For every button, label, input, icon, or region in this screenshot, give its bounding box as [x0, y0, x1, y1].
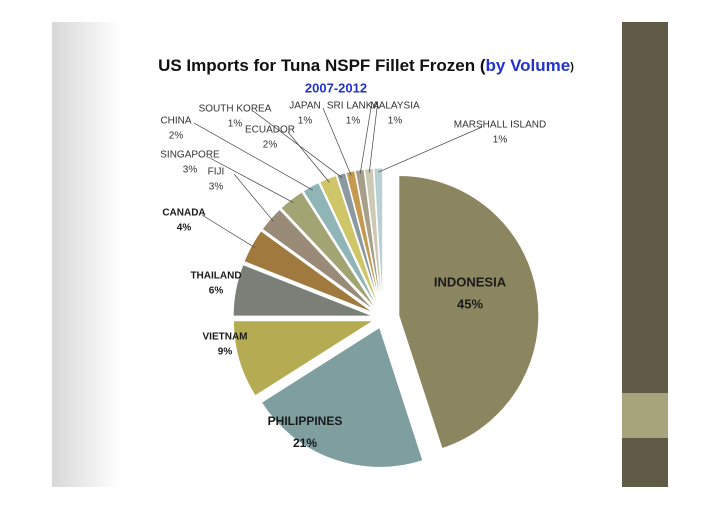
slice-value-label: 4% — [177, 223, 192, 234]
slice-value-label: 1% — [228, 119, 243, 130]
slice-label: SRI LANKA — [327, 101, 380, 112]
slice-label: CANADA — [162, 208, 205, 219]
leader-line — [359, 107, 372, 174]
leader-line — [368, 107, 378, 173]
slice-value-label: 1% — [298, 116, 313, 127]
pie-slice — [373, 167, 384, 309]
leader-line — [287, 131, 330, 183]
pie-slice — [345, 170, 382, 309]
pie-slice — [232, 263, 374, 317]
title-text: US Imports for Tuna NSPF Fillet Frozen ( — [158, 56, 486, 75]
pie-slice — [363, 167, 383, 309]
slice-label: JAPAN — [289, 101, 321, 112]
slice-value-label: 9% — [218, 347, 233, 358]
pie-slice — [232, 320, 376, 397]
slice-label: SOUTH KOREA — [199, 104, 272, 115]
pie-slice — [398, 174, 540, 450]
slice-value-label: 45% — [457, 296, 483, 311]
pie-slice — [261, 208, 376, 312]
leader-line — [378, 126, 483, 173]
slice-label: THAILAND — [190, 271, 241, 282]
pie-slice — [354, 168, 382, 309]
title-emphasis: by Volume — [486, 56, 571, 75]
slice-value-label: 3% — [183, 165, 198, 176]
side-bar-accent — [622, 393, 668, 438]
slice-label: ECUADOR — [245, 125, 295, 136]
slice-value-label: 2% — [263, 140, 278, 151]
leader-line — [201, 214, 256, 248]
pie-slice — [302, 181, 379, 310]
chart-subtitle: 2007-2012 — [305, 80, 367, 95]
title-text: ) — [570, 61, 574, 73]
slice-label: VIETNAM — [203, 332, 248, 343]
leader-line — [207, 156, 294, 203]
leader-line — [233, 173, 274, 222]
leader-line — [252, 110, 343, 179]
leader-line — [193, 122, 313, 191]
slice-label: SINGAPORE — [160, 150, 220, 161]
pie-slice — [319, 174, 380, 309]
slice-value-label: 1% — [346, 116, 361, 127]
slice-label: INDONESIA — [434, 274, 507, 289]
slice-value-label: 21% — [293, 436, 317, 450]
slice-label: FIJI — [208, 167, 225, 178]
pie: INDONESIA 45% PHILIPPINES 21% VIETNAM 9% THAIL… — [160, 101, 546, 468]
leader-line — [322, 107, 352, 176]
slice-value-label: 1% — [388, 116, 403, 127]
slice-value-label: 6% — [209, 286, 224, 297]
slice-label: MALAYSIA — [370, 101, 420, 112]
chart-title: US Imports for Tuna NSPF Fillet Frozen (… — [158, 56, 574, 75]
pie-slice — [260, 326, 424, 468]
pie-slice — [280, 191, 378, 311]
pie-slice — [336, 172, 381, 309]
slice-label: CHINA — [160, 116, 191, 127]
slice-label: MARSHALL ISLAND — [454, 120, 546, 131]
slice-value-label: 2% — [169, 131, 184, 142]
slice-value-label: 1% — [493, 135, 508, 146]
slice-label: PHILIPPINES — [268, 414, 343, 428]
slice-value-label: 3% — [209, 182, 224, 193]
